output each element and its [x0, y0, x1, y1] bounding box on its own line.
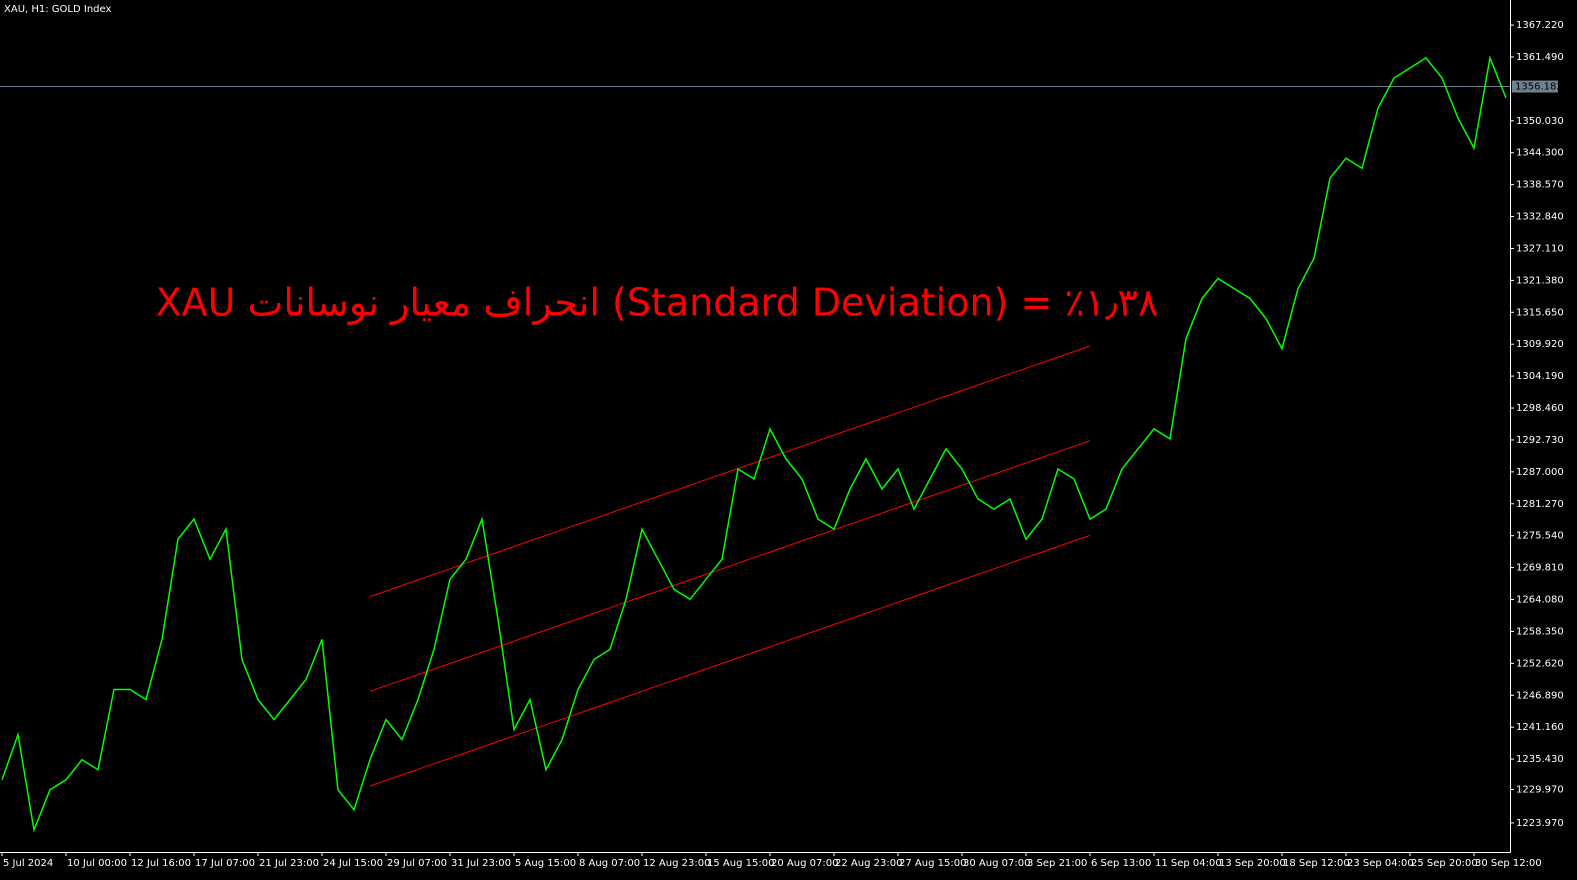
x-tick-label: 11 Sep 04:00 — [1155, 858, 1222, 869]
current-price-label: 1356.182 — [1515, 82, 1563, 93]
x-tick-label: 30 Aug 07:00 — [963, 858, 1030, 869]
annotation: XAU انحراف معیار نوسانات (Standard Devia… — [156, 281, 1159, 326]
x-tick-label: 24 Jul 15:00 — [323, 858, 383, 869]
y-tick-label: 1235.430 — [1516, 754, 1564, 765]
x-tick-label: 18 Sep 12:00 — [1283, 858, 1350, 869]
x-tick-label: 30 Sep 12:00 — [1475, 858, 1542, 869]
y-tick-label: 1350.030 — [1516, 116, 1564, 127]
x-tick-label: 25 Sep 20:00 — [1411, 858, 1478, 869]
y-tick-label: 1252.620 — [1516, 658, 1564, 669]
x-tick-label: 8 Aug 07:00 — [579, 858, 640, 869]
channel-line — [369, 534, 1091, 787]
y-tick-label: 1275.540 — [1516, 531, 1564, 542]
x-tick-label: 12 Aug 23:00 — [643, 858, 710, 869]
x-tick-label: 22 Aug 23:00 — [835, 858, 902, 869]
y-tick-label: 1287.000 — [1516, 467, 1564, 478]
x-tick-label: 31 Jul 23:00 — [451, 858, 511, 869]
x-tick-label: 15 Aug 15:00 — [707, 858, 774, 869]
x-tick-label: 13 Sep 20:00 — [1219, 858, 1286, 869]
y-tick-label: 1361.490 — [1516, 52, 1564, 63]
y-tick-label: 1258.350 — [1516, 626, 1564, 637]
x-tick-label: 5 Jul 2024 — [3, 858, 53, 869]
y-tick-label: 1292.730 — [1516, 435, 1564, 446]
y-tick-label: 1304.190 — [1516, 371, 1564, 382]
x-tick-label: 21 Jul 23:00 — [259, 858, 319, 869]
price-line — [1, 55, 1507, 833]
chart-title: XAU, H1: GOLD Index — [4, 4, 111, 15]
y-tick-label: 1338.570 — [1516, 180, 1564, 191]
y-tick-label: 1344.300 — [1516, 148, 1564, 159]
y-tick-label: 1241.160 — [1516, 722, 1564, 733]
y-tick-label: 1332.840 — [1516, 212, 1564, 223]
x-tick-label: 27 Aug 15:00 — [899, 858, 966, 869]
x-tick-label: 29 Jul 07:00 — [387, 858, 447, 869]
channel-line — [369, 345, 1091, 598]
y-tick-label: 1229.970 — [1516, 785, 1564, 796]
y-tick-label: 1298.460 — [1516, 403, 1564, 414]
y-tick-label: 1246.890 — [1516, 690, 1564, 701]
x-tick-label: 20 Aug 07:00 — [771, 858, 838, 869]
y-tick-label: 1309.920 — [1516, 339, 1564, 350]
y-tick-label: 1327.110 — [1516, 243, 1564, 254]
y-tick-label: 1367.220 — [1516, 20, 1564, 31]
y-tick-label: 1264.080 — [1516, 595, 1564, 606]
x-tick-label: 6 Sep 13:00 — [1091, 858, 1151, 869]
x-tick-label: 3 Sep 21:00 — [1027, 858, 1087, 869]
y-tick-label: 1321.380 — [1516, 275, 1564, 286]
x-tick-label: 10 Jul 00:00 — [67, 858, 127, 869]
y-tick-label: 1281.270 — [1516, 499, 1564, 510]
x-tick-label: 5 Aug 15:00 — [515, 858, 576, 869]
current-price-box — [1512, 80, 1558, 93]
x-tick-label: 17 Jul 07:00 — [195, 858, 255, 869]
y-tick-label: 1269.810 — [1516, 563, 1564, 574]
y-tick-label: 1315.650 — [1516, 307, 1564, 318]
y-tick-label: 1223.970 — [1516, 818, 1564, 829]
x-tick-label: 12 Jul 16:00 — [131, 858, 191, 869]
x-tick-label: 23 Sep 04:00 — [1347, 858, 1414, 869]
